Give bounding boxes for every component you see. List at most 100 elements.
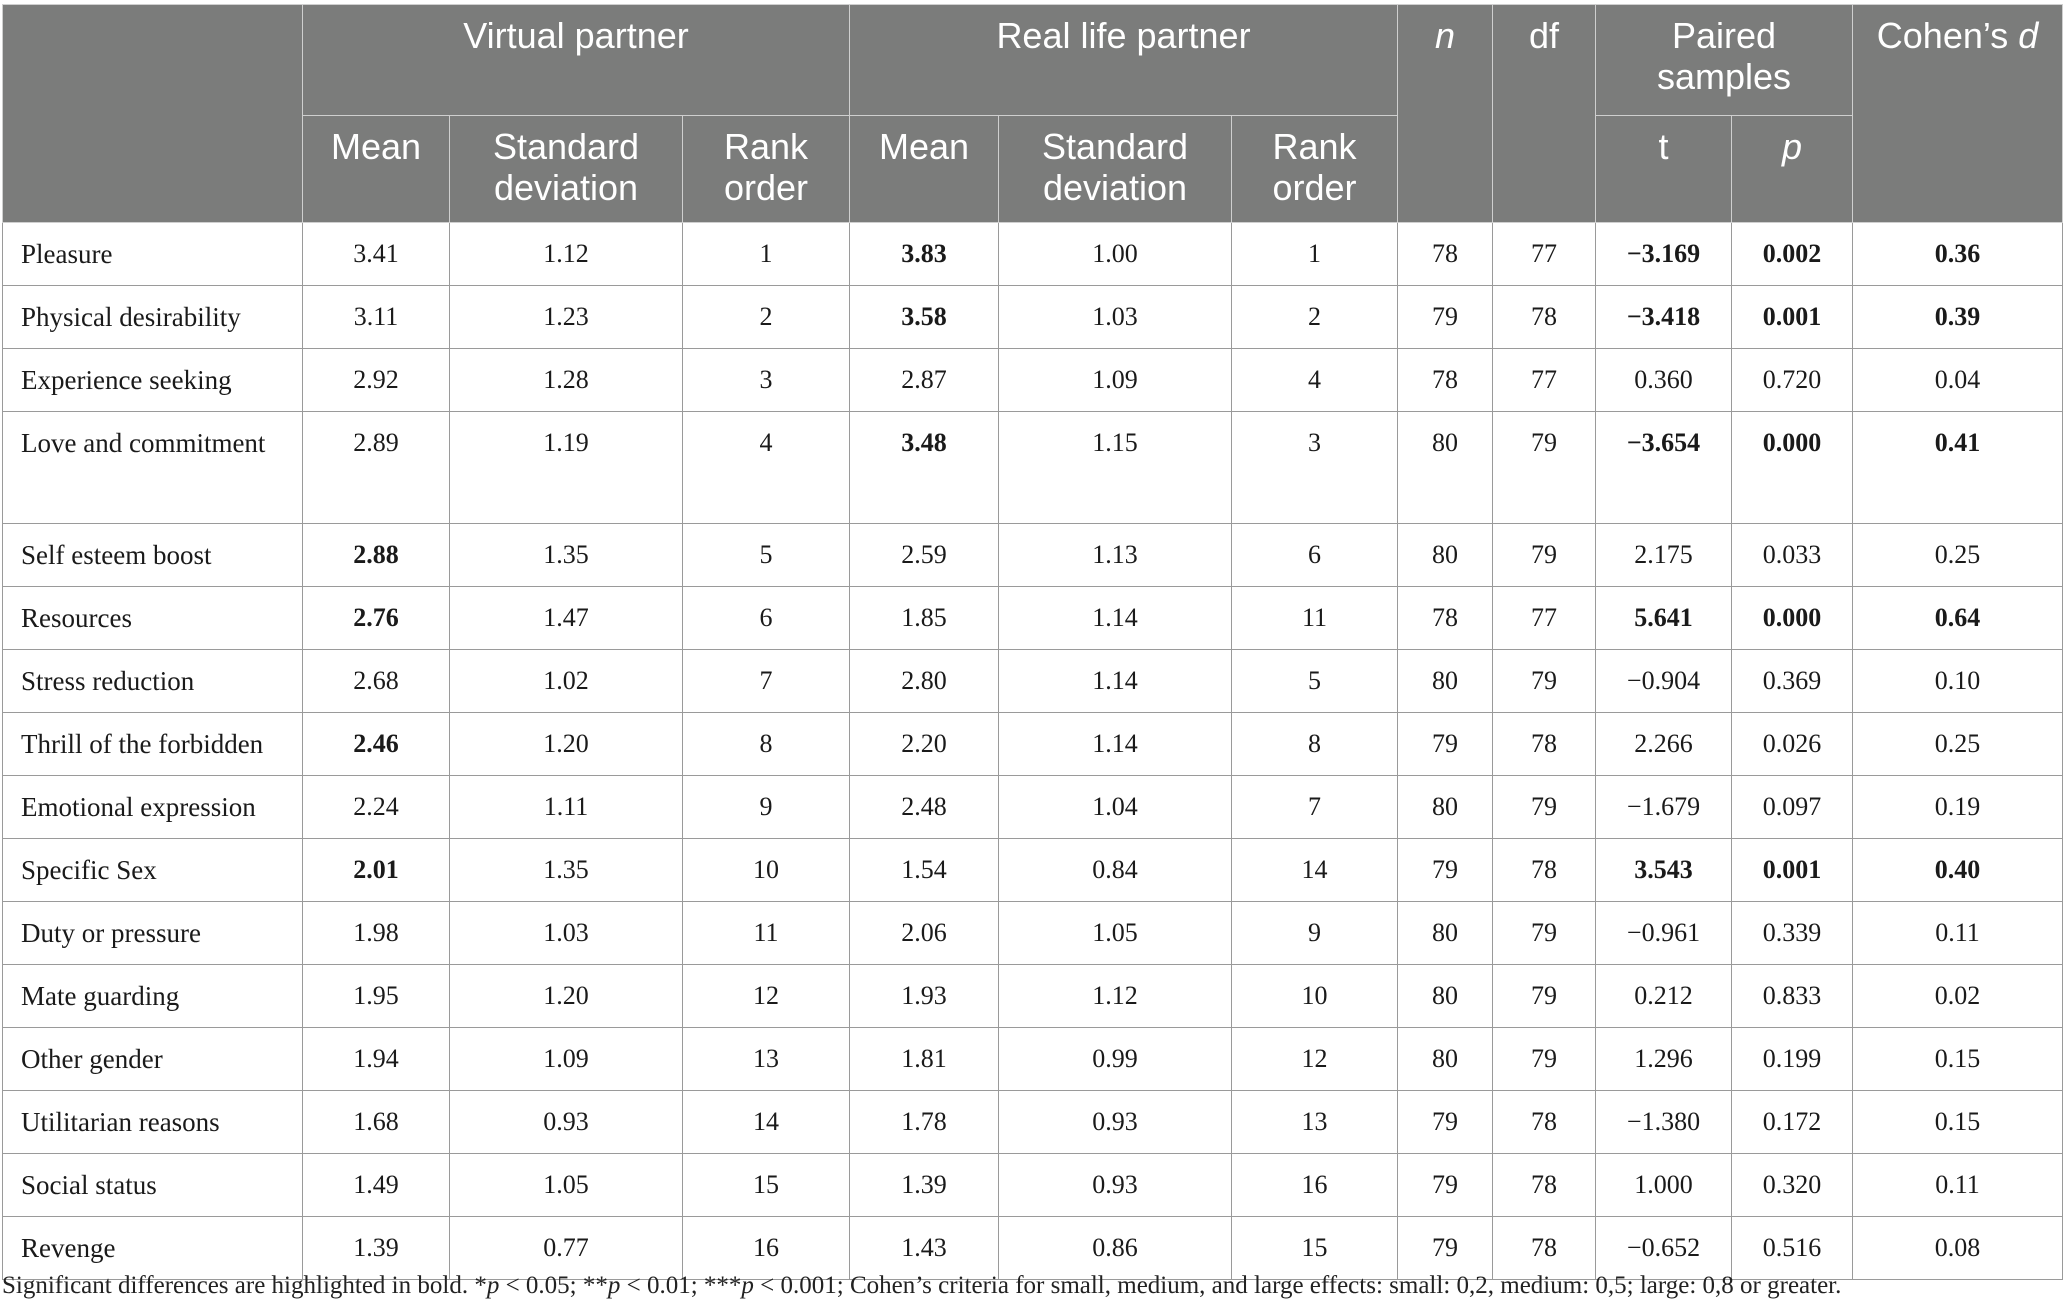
- header-cohens-d-symbol: d: [2018, 15, 2039, 56]
- t-cell: −0.652: [1595, 1216, 1733, 1280]
- real-mean-cell: 2.48: [849, 775, 1000, 839]
- row-label: Specific Sex: [2, 838, 303, 902]
- p-cell: 0.001: [1731, 838, 1854, 902]
- t-cell: 0.212: [1595, 964, 1733, 1028]
- p-cell: 0.172: [1731, 1090, 1854, 1154]
- p-cell: 0.097: [1731, 775, 1854, 839]
- n-cell: 80: [1397, 411, 1494, 524]
- t-cell: 2.266: [1595, 712, 1733, 776]
- cohens-d-cell: 0.39: [1852, 285, 2064, 349]
- table-row: Mate guarding 1.95 1.20 12 1.93 1.12 10 80 79 0.2…: [2, 964, 2064, 1028]
- p-cell: 0.033: [1731, 523, 1854, 587]
- n-cell: 80: [1397, 649, 1494, 713]
- footnote-text-2: < 0.05; **: [499, 1272, 608, 1299]
- cohens-d-cell: 0.15: [1852, 1027, 2064, 1091]
- header-virtual-partner: Virtual partner: [301, 4, 851, 116]
- table-row: Self esteem boost 2.88 1.35 5 2.59 1.13 6 80 79 2…: [2, 523, 2064, 587]
- real-sd-cell: 0.84: [998, 838, 1233, 902]
- n-cell: 80: [1397, 1027, 1494, 1091]
- real-rank-cell: 8: [1231, 712, 1399, 776]
- cohens-d-cell: 0.25: [1852, 712, 2064, 776]
- virtual-rank-cell: 3: [681, 348, 851, 412]
- df-cell: 79: [1492, 964, 1597, 1028]
- cohens-d-cell: 0.64: [1852, 586, 2064, 650]
- virtual-mean-cell: 2.89: [302, 411, 450, 524]
- real-sd-cell: 1.14: [998, 712, 1233, 776]
- header-p-label: p: [1782, 126, 1803, 167]
- row-label: Pleasure: [2, 222, 303, 286]
- df-cell: 78: [1492, 712, 1597, 776]
- p-cell: 0.339: [1731, 901, 1854, 965]
- header-real-life-partner: Real life partner: [849, 4, 1399, 116]
- header-cohens-d-prefix: Cohen’s: [1876, 15, 2019, 56]
- header-p: p: [1731, 115, 1854, 223]
- df-cell: 79: [1492, 523, 1597, 587]
- virtual-rank-cell: 6: [681, 586, 851, 650]
- row-label: Utilitarian reasons: [2, 1090, 303, 1154]
- footnote-p-3: p: [741, 1272, 754, 1299]
- header-rl-rank: Rank order: [1231, 115, 1399, 223]
- virtual-rank-cell: 14: [681, 1090, 851, 1154]
- p-cell: 0.833: [1731, 964, 1854, 1028]
- virtual-rank-cell: 12: [681, 964, 851, 1028]
- virtual-mean-cell: 1.95: [302, 964, 450, 1028]
- virtual-mean-cell: 2.76: [302, 586, 450, 650]
- p-cell: 0.000: [1731, 411, 1854, 524]
- table-row: Social status 1.49 1.05 15 1.39 0.93 16 79 78 1.0…: [2, 1153, 2064, 1217]
- real-rank-cell: 14: [1231, 838, 1399, 902]
- real-sd-cell: 1.04: [998, 775, 1233, 839]
- table-row: Utilitarian reasons 1.68 0.93 14 1.78 0.93 13 7…: [2, 1090, 2064, 1154]
- t-cell: 1.000: [1595, 1153, 1733, 1217]
- p-cell: 0.001: [1731, 285, 1854, 349]
- t-cell: 3.543: [1595, 838, 1733, 902]
- real-mean-cell: 2.06: [849, 901, 1000, 965]
- row-label: Revenge: [2, 1216, 303, 1280]
- real-rank-cell: 6: [1231, 523, 1399, 587]
- real-rank-cell: 12: [1231, 1027, 1399, 1091]
- virtual-mean-cell: 3.41: [302, 222, 450, 286]
- table-row: Resources 2.76 1.47 6 1.85 1.14 11 78 77 5.641 0.0…: [2, 586, 2064, 650]
- real-sd-cell: 0.99: [998, 1027, 1233, 1091]
- real-rank-cell: 4: [1231, 348, 1399, 412]
- n-cell: 79: [1397, 285, 1494, 349]
- virtual-rank-cell: 11: [681, 901, 851, 965]
- real-rank-cell: 10: [1231, 964, 1399, 1028]
- df-cell: 79: [1492, 411, 1597, 524]
- real-mean-cell: 1.54: [849, 838, 1000, 902]
- real-rank-cell: 15: [1231, 1216, 1399, 1280]
- n-cell: 80: [1397, 901, 1494, 965]
- n-cell: 78: [1397, 222, 1494, 286]
- virtual-mean-cell: 2.24: [302, 775, 450, 839]
- virtual-mean-cell: 1.68: [302, 1090, 450, 1154]
- p-cell: 0.002: [1731, 222, 1854, 286]
- virtual-rank-cell: 9: [681, 775, 851, 839]
- virtual-rank-cell: 13: [681, 1027, 851, 1091]
- table-footnote: Significant differences are highlighted …: [2, 1272, 1841, 1300]
- real-mean-cell: 3.83: [849, 222, 1000, 286]
- virtual-rank-cell: 1: [681, 222, 851, 286]
- header-n: n: [1397, 4, 1494, 223]
- footnote-text-1: Significant differences are highlighted …: [2, 1272, 487, 1299]
- t-cell: −3.169: [1595, 222, 1733, 286]
- table-row: Physical desirability 3.11 1.23 2 3.58 1.03 2 7…: [2, 285, 2064, 349]
- n-cell: 79: [1397, 838, 1494, 902]
- cohens-d-cell: 0.02: [1852, 964, 2064, 1028]
- virtual-sd-cell: 1.47: [449, 586, 683, 650]
- header-vp-mean: Mean: [302, 115, 450, 223]
- virtual-rank-cell: 7: [681, 649, 851, 713]
- table-row: Other gender 1.94 1.09 13 1.81 0.99 12 80 79 1.29…: [2, 1027, 2064, 1091]
- row-label: Self esteem boost: [2, 523, 303, 587]
- virtual-rank-cell: 8: [681, 712, 851, 776]
- table-row: Experience seeking 2.92 1.28 3 2.87 1.09 4 78 77…: [2, 348, 2064, 412]
- virtual-mean-cell: 1.49: [302, 1153, 450, 1217]
- real-mean-cell: 3.48: [849, 411, 1000, 524]
- t-cell: −1.679: [1595, 775, 1733, 839]
- cohens-d-cell: 0.25: [1852, 523, 2064, 587]
- df-cell: 77: [1492, 586, 1597, 650]
- header-rl-mean: Mean: [849, 115, 1000, 223]
- t-cell: −3.418: [1595, 285, 1733, 349]
- real-mean-cell: 2.80: [849, 649, 1000, 713]
- virtual-rank-cell: 16: [681, 1216, 851, 1280]
- real-sd-cell: 0.86: [998, 1216, 1233, 1280]
- header-row-label: [2, 4, 303, 223]
